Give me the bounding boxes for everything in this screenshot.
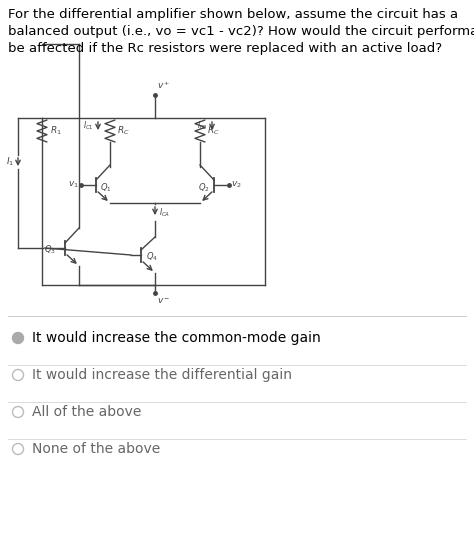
Text: It would increase the common-mode gain: It would increase the common-mode gain	[32, 331, 321, 345]
Text: $R_C$: $R_C$	[117, 125, 130, 137]
Text: $R_1$: $R_1$	[50, 125, 62, 137]
Text: All of the above: All of the above	[32, 405, 141, 419]
Text: It would increase the differential gain: It would increase the differential gain	[32, 368, 292, 382]
Text: $Q_4$: $Q_4$	[146, 251, 158, 263]
Text: $I_1$: $I_1$	[6, 156, 14, 168]
Text: None of the above: None of the above	[32, 442, 160, 456]
Text: $Q_1$: $Q_1$	[100, 182, 112, 194]
Text: $v_2$: $v_2$	[231, 180, 242, 190]
Text: $Q_2$: $Q_2$	[198, 182, 210, 194]
Text: $v^+$: $v^+$	[157, 79, 171, 91]
Text: $v_1$: $v_1$	[68, 180, 79, 190]
Circle shape	[12, 332, 24, 343]
Text: $I_{C1}$: $I_{C1}$	[83, 120, 94, 132]
Text: $Q_3$: $Q_3$	[44, 244, 56, 256]
Text: $R_C$: $R_C$	[207, 125, 219, 137]
Text: $I_{CA}$: $I_{CA}$	[159, 207, 170, 219]
Text: $I_{C2}$: $I_{C2}$	[197, 120, 208, 132]
Text: $v^-$: $v^-$	[157, 296, 171, 306]
Text: For the differential amplifier shown below, assume the circuit has a
balanced ou: For the differential amplifier shown bel…	[8, 8, 474, 55]
